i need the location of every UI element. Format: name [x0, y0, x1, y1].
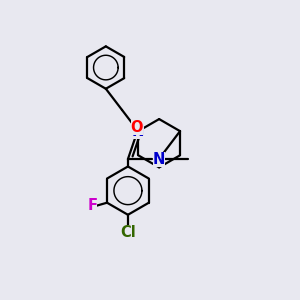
Text: N: N [153, 152, 165, 166]
Text: Cl: Cl [120, 225, 136, 240]
Text: F: F [87, 198, 97, 213]
Text: O: O [130, 120, 143, 135]
Text: N: N [132, 124, 144, 139]
